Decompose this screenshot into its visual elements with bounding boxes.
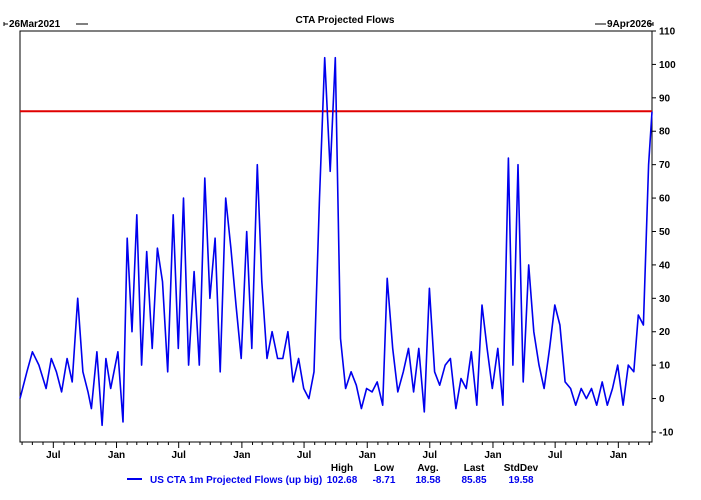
date-range-end: 9Apr2026 <box>595 19 654 30</box>
y-tick-label: 40 <box>659 260 671 271</box>
x-tick-label: Jul <box>46 450 61 461</box>
x-tick-label: Jan <box>233 450 250 461</box>
x-axis: Jul Jan Jul Jan Jul Jan Jul Jan Jul Jan <box>21 442 650 461</box>
legend: US CTA 1m Projected Flows (up big) <box>127 475 322 486</box>
stat-header: Last <box>464 463 485 474</box>
stat-value: 18.58 <box>415 475 440 486</box>
stat-header: High <box>331 463 353 474</box>
x-tick-label: Jul <box>297 450 312 461</box>
x-tick-label: Jul <box>171 450 186 461</box>
stats-table: High Low Avg. Last StdDev 102.68 -8.71 18.58 85.… <box>327 463 539 486</box>
stat-header: StdDev <box>504 463 539 474</box>
y-tick-label: 80 <box>659 127 671 138</box>
y-tick-label: 30 <box>659 294 671 305</box>
date-end-label: 9Apr2026 <box>607 19 652 30</box>
x-tick-label: Jan <box>108 450 125 461</box>
stat-header: Avg. <box>417 463 439 474</box>
y-tick-label: 0 <box>659 394 665 405</box>
date-range-start: 26Mar2021 <box>3 19 88 30</box>
y-tick-label: 100 <box>659 60 676 71</box>
legend-label: US CTA 1m Projected Flows (up big) <box>150 475 322 486</box>
y-tick-label: 90 <box>659 93 671 104</box>
stat-value: 102.68 <box>327 475 358 486</box>
x-tick-label: Jan <box>610 450 627 461</box>
x-tick-label: Jul <box>548 450 563 461</box>
y-tick-label: 60 <box>659 194 671 205</box>
y-tick-label: 70 <box>659 160 671 171</box>
y-tick-label: 110 <box>659 27 676 38</box>
x-tick-label: Jan <box>484 450 501 461</box>
stat-value: -8.71 <box>373 475 396 486</box>
x-tick-label: Jan <box>359 450 376 461</box>
chart-title: CTA Projected Flows <box>296 15 395 26</box>
series-group <box>19 56 653 427</box>
date-start-label: 26Mar2021 <box>9 19 61 30</box>
series-line <box>19 56 653 427</box>
y-tick-label: 20 <box>659 327 671 338</box>
y-tick-label: -10 <box>659 427 674 438</box>
y-tick-label: 50 <box>659 227 671 238</box>
y-tick-label: 10 <box>659 361 671 372</box>
stat-value: 19.58 <box>508 475 533 486</box>
stat-value: 85.85 <box>461 475 486 486</box>
stat-header: Low <box>374 463 394 474</box>
x-tick-label: Jul <box>423 450 438 461</box>
